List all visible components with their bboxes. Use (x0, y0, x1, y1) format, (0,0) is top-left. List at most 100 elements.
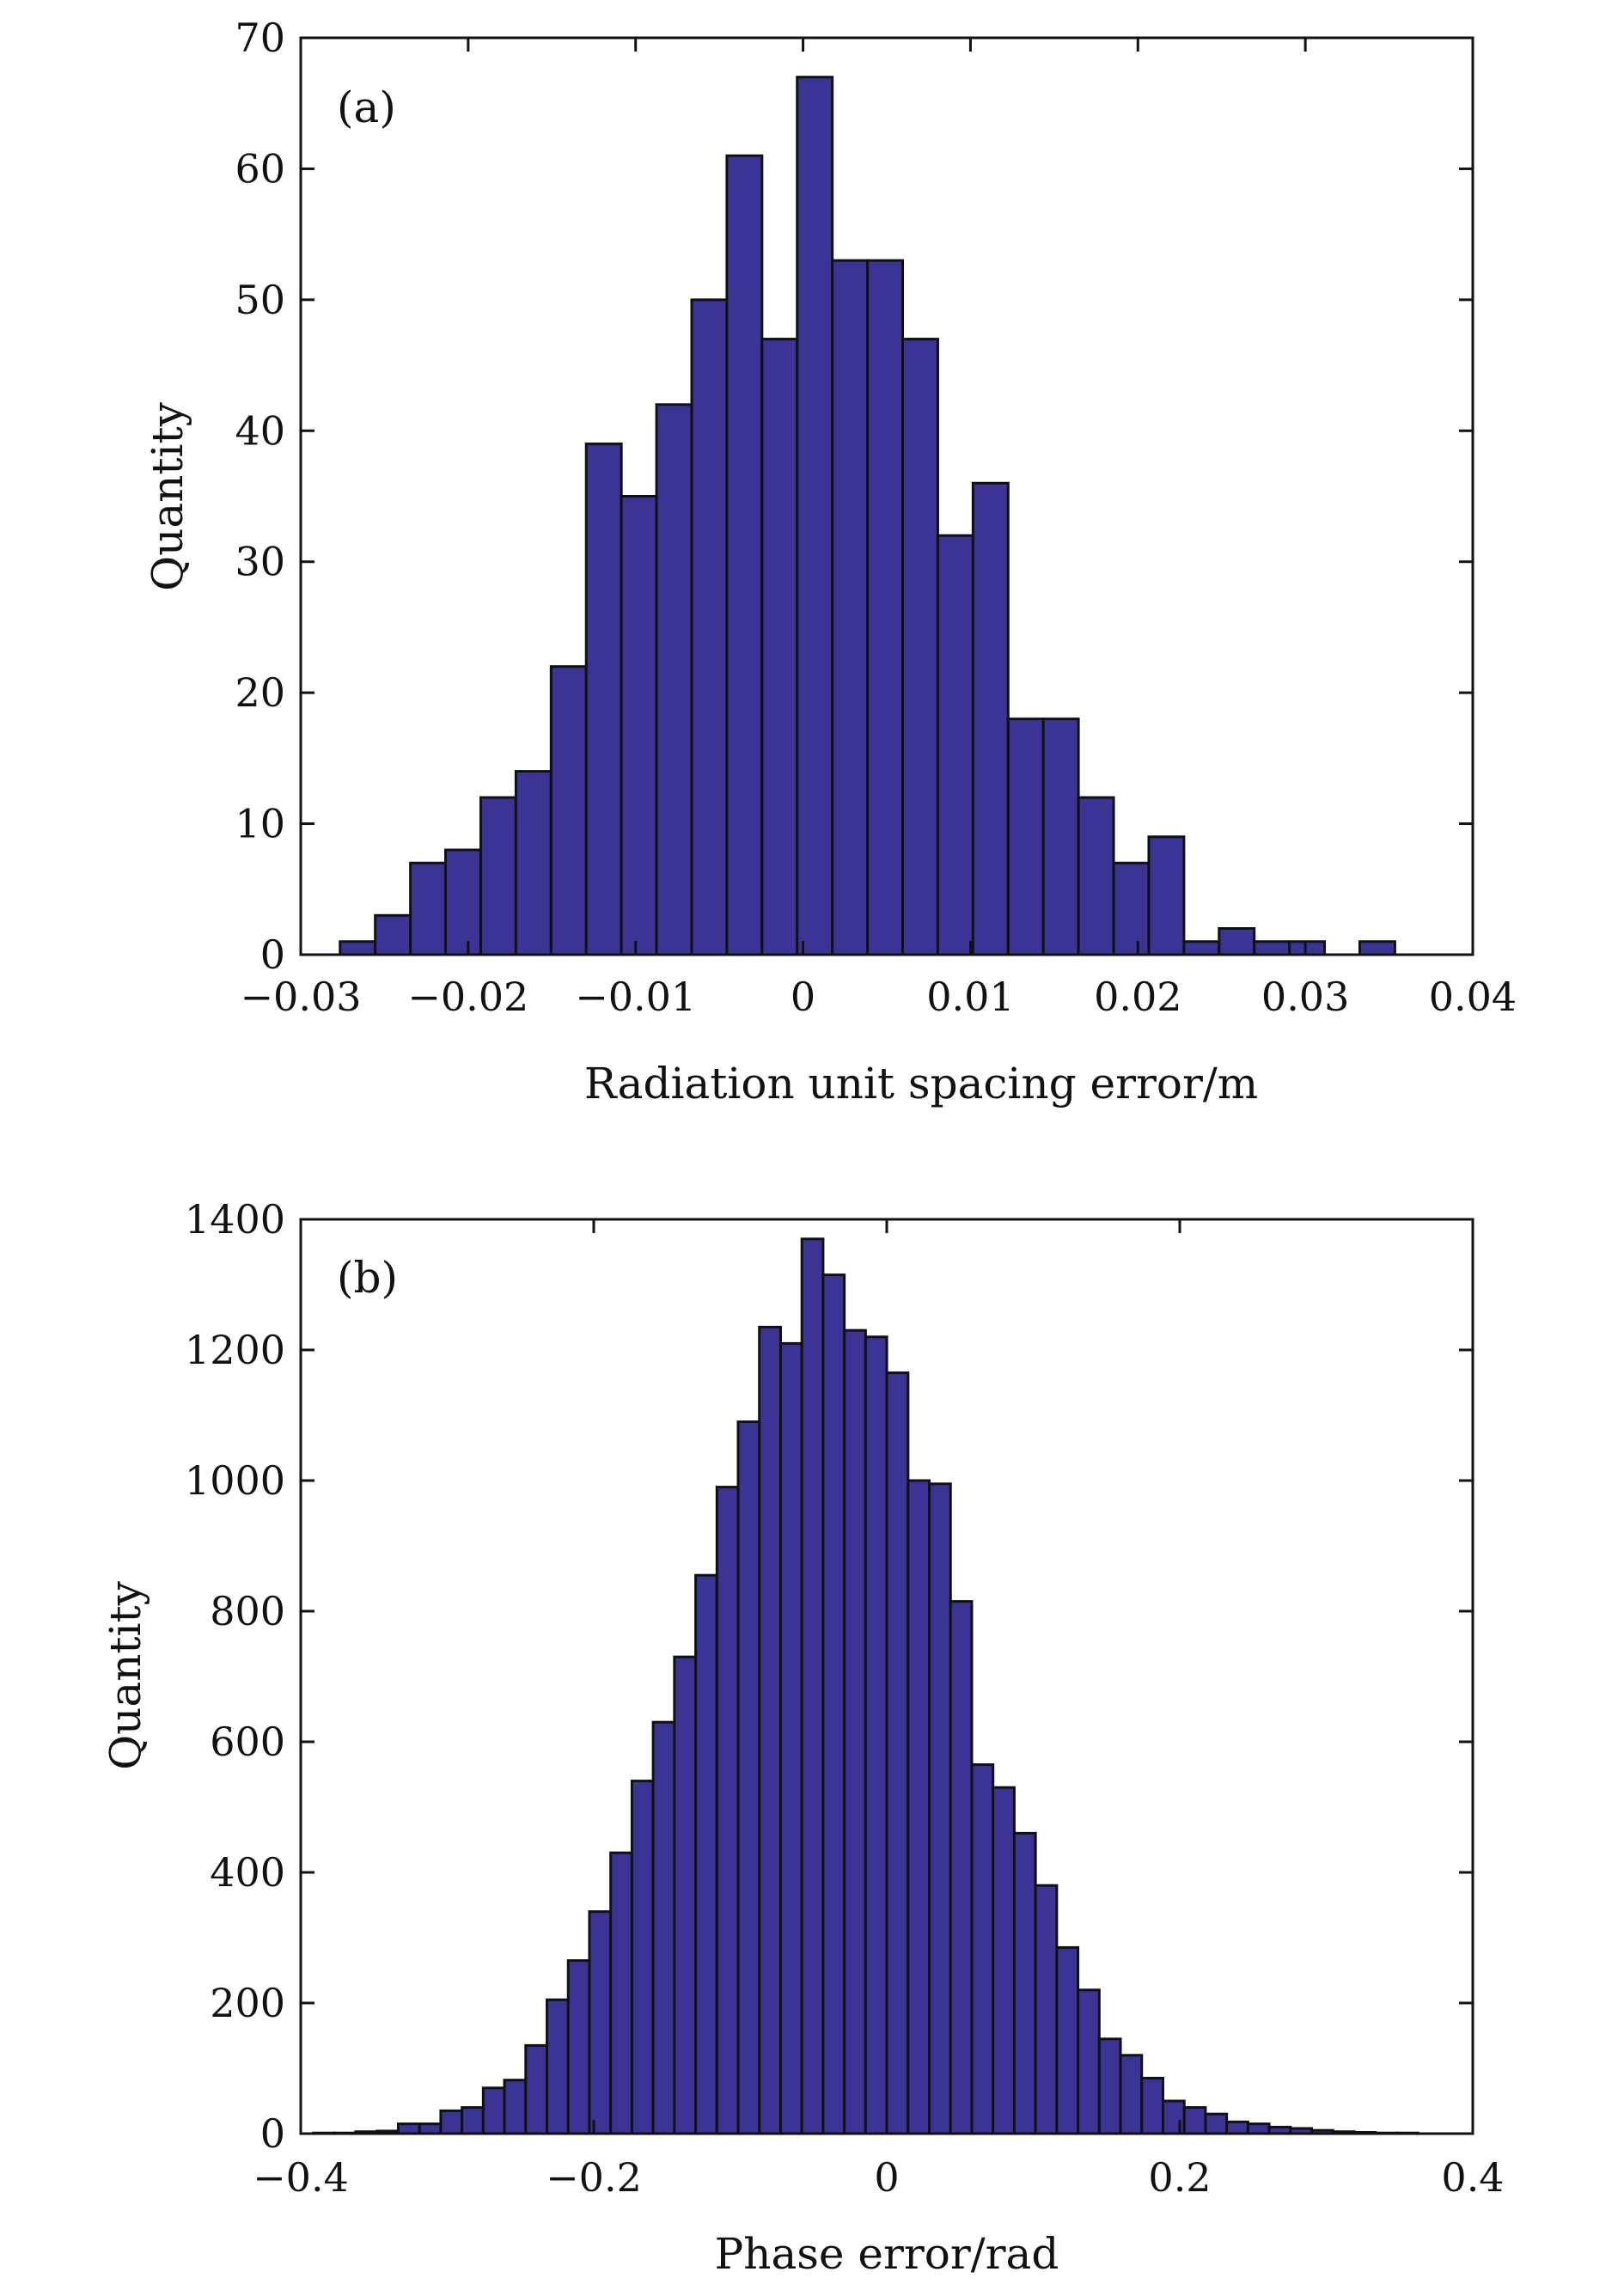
chart-a-bar (1112, 861, 1151, 956)
chart-b-bar (736, 1420, 761, 2135)
chart-a-x-tick-labels: −0.03 −0.02 −0.01 0 0.01 0.02 0.03 0.04 (241, 974, 1517, 1020)
chart-b-y-tick-labels: 0 200 400 600 800 1000 1200 1400 (185, 1196, 285, 2157)
chart-b-bar (630, 1780, 655, 2135)
chart-b-bar (758, 1325, 782, 2135)
chart-b-x-tick-label: 0 (874, 2154, 899, 2201)
chart-a-bar (479, 796, 517, 956)
chart-a-bar (936, 534, 974, 956)
chart-a-bar (339, 940, 377, 956)
chart-a-y-tick-label: 40 (235, 407, 285, 454)
chart-b-bar (524, 2043, 549, 2135)
chart-b-y-tick-label: 1400 (185, 1196, 285, 1243)
chart-b-bar (546, 1998, 570, 2135)
chart-b-x-axis-label: Phase error/rad (715, 2229, 1059, 2279)
chart-a-y-tick-label: 50 (235, 277, 285, 323)
chart-a-bar (1288, 940, 1327, 956)
chart-a-bar (1218, 927, 1256, 956)
chart-a-bar (760, 338, 799, 956)
chart-a-y-tick-label: 60 (235, 145, 285, 192)
chart-b-bar (396, 2122, 421, 2135)
chart-b-bar (928, 1482, 952, 2135)
chart-b-bar (778, 1341, 803, 2135)
chart-a-x-tick-label: 0.02 (1094, 974, 1181, 1020)
chart-b-bar (821, 1273, 846, 2135)
chart-a-bar (866, 259, 905, 956)
chart-a-y-tick-label: 20 (235, 669, 285, 716)
chart-b-y-tick-label: 800 (210, 1588, 285, 1634)
chart-b-bar (566, 1959, 591, 2135)
chart-b-y-tick-label: 200 (210, 1980, 285, 2026)
chart-b-bar (1140, 2076, 1164, 2135)
chart-a-y-tick-label: 10 (235, 801, 285, 847)
chart-a-bar (1077, 796, 1115, 956)
chart-a-bar (901, 338, 939, 956)
chart-b-bar (503, 2079, 528, 2135)
chart-b-bar (864, 1335, 888, 2135)
chart-b-bar (1246, 2122, 1271, 2135)
chart-b-y-axis-label: Quantity (101, 1580, 150, 1769)
chart-b-bar (461, 2106, 485, 2135)
chart-b-bar (418, 2122, 443, 2135)
chart-b-y-tick-label: 1200 (185, 1327, 285, 1373)
chart-b-bar (1225, 2120, 1249, 2135)
chart-a-bar (725, 154, 764, 956)
chart-a-bar (690, 298, 729, 956)
chart-a-x-tick-label: −0.03 (241, 974, 362, 1020)
chart-b-bar (843, 1328, 867, 2135)
chart-a-bar (655, 403, 693, 956)
chart-a-plot-frame (299, 36, 1474, 956)
chart-a-bar (1147, 835, 1186, 956)
chart-b-bar (1055, 1945, 1080, 2135)
chart-a-bar (1041, 718, 1080, 956)
chart-b-bar (481, 2086, 506, 2135)
chart-a-y-tick-label: 0 (260, 931, 285, 978)
chart-b-bars (312, 1237, 1419, 2135)
chart-a-bar (584, 443, 623, 956)
chart-b-bar (1204, 2112, 1229, 2135)
chart-a-x-tick-label: −0.01 (575, 974, 696, 1020)
chart-a-y-axis-label: Quantity (143, 401, 192, 590)
chart-a-bar (831, 259, 870, 956)
chart-b-x-tick-label: 0.4 (1441, 2154, 1504, 2201)
chart-b-y-tick-label: 600 (210, 1719, 285, 1765)
chart-b-bar (1012, 1831, 1037, 2135)
chart-b-bar (885, 1371, 910, 2135)
chart-b-x-tick-labels: −0.4 −0.2 0 0.2 0.4 (253, 2154, 1504, 2201)
chart-a-bar (1253, 940, 1291, 956)
chart-b-bar (992, 1786, 1016, 2135)
chart-b-bar (609, 1851, 633, 2135)
chart-a-x-tick-label: 0.03 (1261, 974, 1349, 1020)
chart-b-bar (949, 1600, 974, 2135)
chart-b: −0.4 −0.2 0 0.2 0.4 0 200 400 600 800 1000 1200 140… (101, 1196, 1505, 2279)
chart-a-x-tick-label: −0.02 (407, 974, 528, 1020)
chart-a-bars (339, 76, 1396, 956)
chart-b-bar (651, 1720, 676, 2135)
chart-a-bar (1182, 940, 1221, 956)
chart-a-bar (549, 665, 588, 956)
chart-a-bar (971, 481, 1010, 956)
chart-b-x-tick-label: −0.4 (253, 2154, 349, 2201)
chart-b-y-tick-label: 0 (260, 2110, 285, 2157)
chart-b-bar (907, 1479, 931, 2135)
chart-b-bar (673, 1655, 698, 2135)
chart-a-bar (444, 848, 482, 956)
chart-a-bar (1006, 718, 1045, 956)
chart-a-x-axis-label: Radiation unit spacing error/m (584, 1059, 1258, 1108)
chart-a-bar (374, 913, 412, 956)
chart-b-bar (694, 1573, 718, 2135)
chart-a: −0.03 −0.02 −0.01 0 0.01 0.02 0.03 0.04 0 10 20 30… (143, 15, 1517, 1108)
chart-b-bar (1034, 1884, 1059, 2135)
chart-a-x-tick-label: 0.01 (926, 974, 1014, 1020)
chart-b-bar (1182, 2106, 1207, 2135)
chart-b-y-tick-label: 400 (210, 1849, 285, 1896)
chart-a-bar (796, 76, 834, 956)
chart-b-y-tick-label: 1000 (185, 1457, 285, 1504)
chart-a-x-tick-label: 0 (791, 974, 815, 1020)
chart-b-bar (800, 1237, 825, 2135)
chart-a-bar (514, 770, 553, 956)
chart-a-ticks (299, 36, 1474, 956)
chart-b-bar (970, 1763, 995, 2135)
chart-a-x-tick-label: 0.04 (1429, 974, 1517, 1020)
chart-b-bar (1077, 1988, 1101, 2135)
